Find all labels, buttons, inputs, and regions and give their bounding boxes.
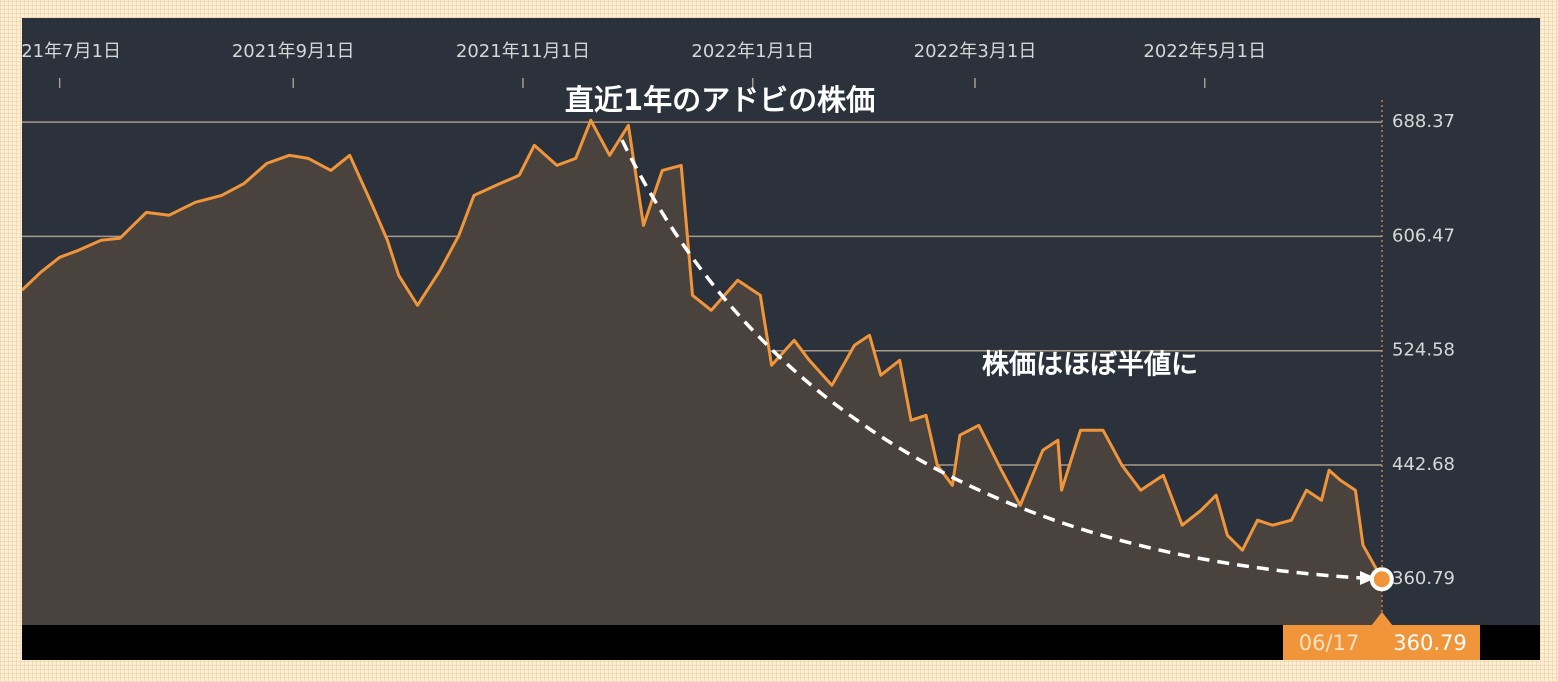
y-tick-label: 442.68 [1392,454,1455,475]
last-date: 06/17 [1299,631,1360,655]
y-tick-label: 360.79 [1392,568,1455,589]
x-tick-label: 2022年5月1日 [1143,41,1266,62]
x-tick-label: 2021年9月1日 [232,41,355,62]
trend-arrow [620,139,1363,580]
label-pointer [1371,612,1393,626]
x-tick-label: 2022年3月1日 [914,41,1037,62]
y-tick-label: 688.37 [1392,111,1455,132]
y-tick-label: 524.58 [1392,340,1455,361]
last-value: 360.79 [1393,631,1466,655]
y-tick-label: 606.47 [1392,225,1455,246]
arrow-head [1360,571,1376,585]
plot: 2021年7月1日 2021年9月1日 2021年11月1日 2022年1月1日 202… [0,41,1384,626]
annotation: 株価はほぼ半値に [982,350,1198,381]
x-tick-label: 2021年7月1日 [0,41,121,62]
last-point [1369,567,1394,592]
x-tick-label: 2021年11月1日 [456,41,590,62]
chart-title: 直近1年のアドビの株価 [565,83,875,117]
area-fill [22,120,1382,626]
x-tick-label: 2022年1月1日 [691,41,814,62]
last-label-box [1283,625,1480,660]
price-line [22,118,1384,580]
